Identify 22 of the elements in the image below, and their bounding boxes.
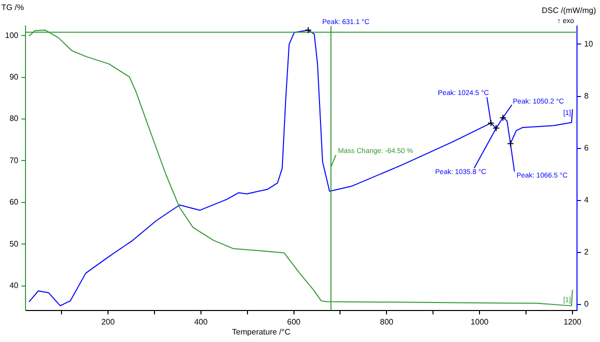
y-tick-label: 60 [9,198,19,207]
y-tick-label: 70 [9,156,19,165]
y2-axis-title: DSC /(mW/mg) [542,6,596,16]
x-tick-label: 600 [287,317,302,326]
x-tick-label: 200 [101,317,116,326]
y2-tick-label: 4 [584,196,590,205]
y-axis-title: TG /% [1,3,24,12]
x-tick-label: 1000 [470,317,490,326]
y-tick-label: 50 [9,239,19,248]
x-tick-label: 400 [194,317,208,326]
y2-tick-label: 0 [584,300,590,309]
y-tick-label: 40 [9,281,19,290]
y-tick-label: 90 [9,72,19,82]
y-tick-label: 100 [4,30,19,40]
y2-tick-label: 6 [584,144,590,152]
x-tick-label: 1200 [564,317,582,326]
x-axis-title: Temperature /°C [232,328,291,337]
y-tick-label: 80 [9,114,19,124]
y2-tick-label: 2 [584,248,590,257]
x-tick-label: 800 [380,317,394,326]
y2-tick-label: 10 [584,39,594,48]
y2-tick-label: 8 [584,91,590,100]
